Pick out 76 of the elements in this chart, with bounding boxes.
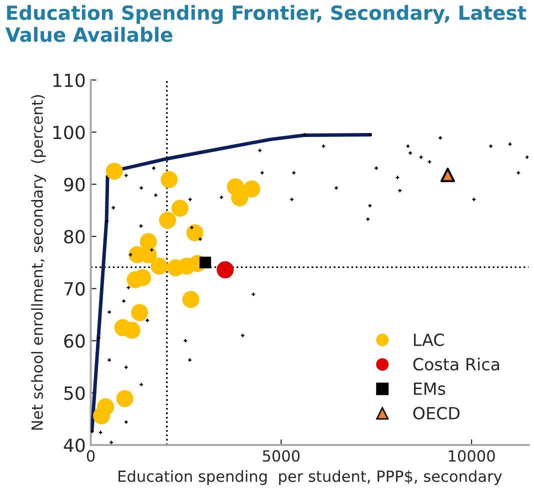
point <box>123 322 140 339</box>
point <box>106 162 123 180</box>
point <box>322 144 326 148</box>
point <box>110 440 114 444</box>
y-tick-label: 100 <box>53 126 85 140</box>
point <box>220 196 224 200</box>
y-tick-label: 50 <box>64 386 85 400</box>
chart-title: Education Spending Frontier, Secondary, Latest Value Available <box>5 5 526 42</box>
point <box>105 220 109 224</box>
point <box>243 180 260 198</box>
point <box>116 390 134 408</box>
point <box>124 366 128 370</box>
point <box>159 212 176 229</box>
line-series <box>90 133 372 433</box>
point <box>438 136 442 140</box>
x-axis-title: Education spending per student, PPP$, secondary <box>118 470 502 485</box>
point <box>152 166 156 170</box>
point <box>406 144 410 148</box>
point <box>150 258 168 275</box>
point <box>182 291 200 308</box>
point <box>122 299 126 303</box>
point <box>140 382 144 386</box>
point <box>489 144 493 148</box>
legend-label: EMs <box>414 382 446 396</box>
y-tick-label: 110 <box>53 73 85 88</box>
point <box>131 304 148 322</box>
legend-label: Costa Rica <box>413 358 500 371</box>
point <box>90 430 94 434</box>
point <box>516 171 520 175</box>
point <box>188 198 192 202</box>
point <box>290 198 294 202</box>
point <box>216 261 234 278</box>
point <box>124 420 128 424</box>
point <box>440 168 455 182</box>
point <box>146 318 150 322</box>
point <box>108 358 111 362</box>
point <box>368 204 372 208</box>
point <box>186 224 204 242</box>
point <box>302 133 306 136</box>
point <box>366 218 370 221</box>
point <box>190 226 194 230</box>
y-tick-label: 60 <box>64 334 85 348</box>
x-tick-label: 10000 <box>448 450 495 462</box>
point <box>124 174 128 178</box>
point <box>140 186 144 190</box>
point <box>150 248 154 252</box>
point <box>160 171 178 188</box>
point <box>199 256 212 268</box>
point <box>198 237 202 241</box>
point <box>188 358 192 362</box>
point <box>419 155 423 159</box>
x-tick-label: 5000 <box>262 450 300 462</box>
y-tick-label: 40 <box>64 438 85 452</box>
point <box>292 171 296 175</box>
point <box>171 200 188 217</box>
x-tick-label: 0 <box>86 450 95 462</box>
point <box>184 339 188 342</box>
point <box>231 189 248 206</box>
y-tick-label: 70 <box>64 282 85 296</box>
point <box>252 292 256 296</box>
point <box>368 133 372 136</box>
point <box>108 310 111 314</box>
point <box>374 166 378 170</box>
legend-label: OECD <box>413 406 460 420</box>
point <box>472 198 476 202</box>
point <box>93 407 110 424</box>
y-tick-label: 90 <box>64 178 85 192</box>
legend-label: LAC <box>414 333 444 346</box>
point <box>334 186 338 190</box>
y-axis-title: Net school enrollment, secondary (percent) <box>31 95 46 430</box>
point <box>258 148 262 152</box>
point <box>525 155 529 159</box>
y-tick-label: 80 <box>64 230 85 244</box>
point <box>154 194 158 197</box>
point <box>260 171 264 175</box>
point <box>112 206 116 210</box>
